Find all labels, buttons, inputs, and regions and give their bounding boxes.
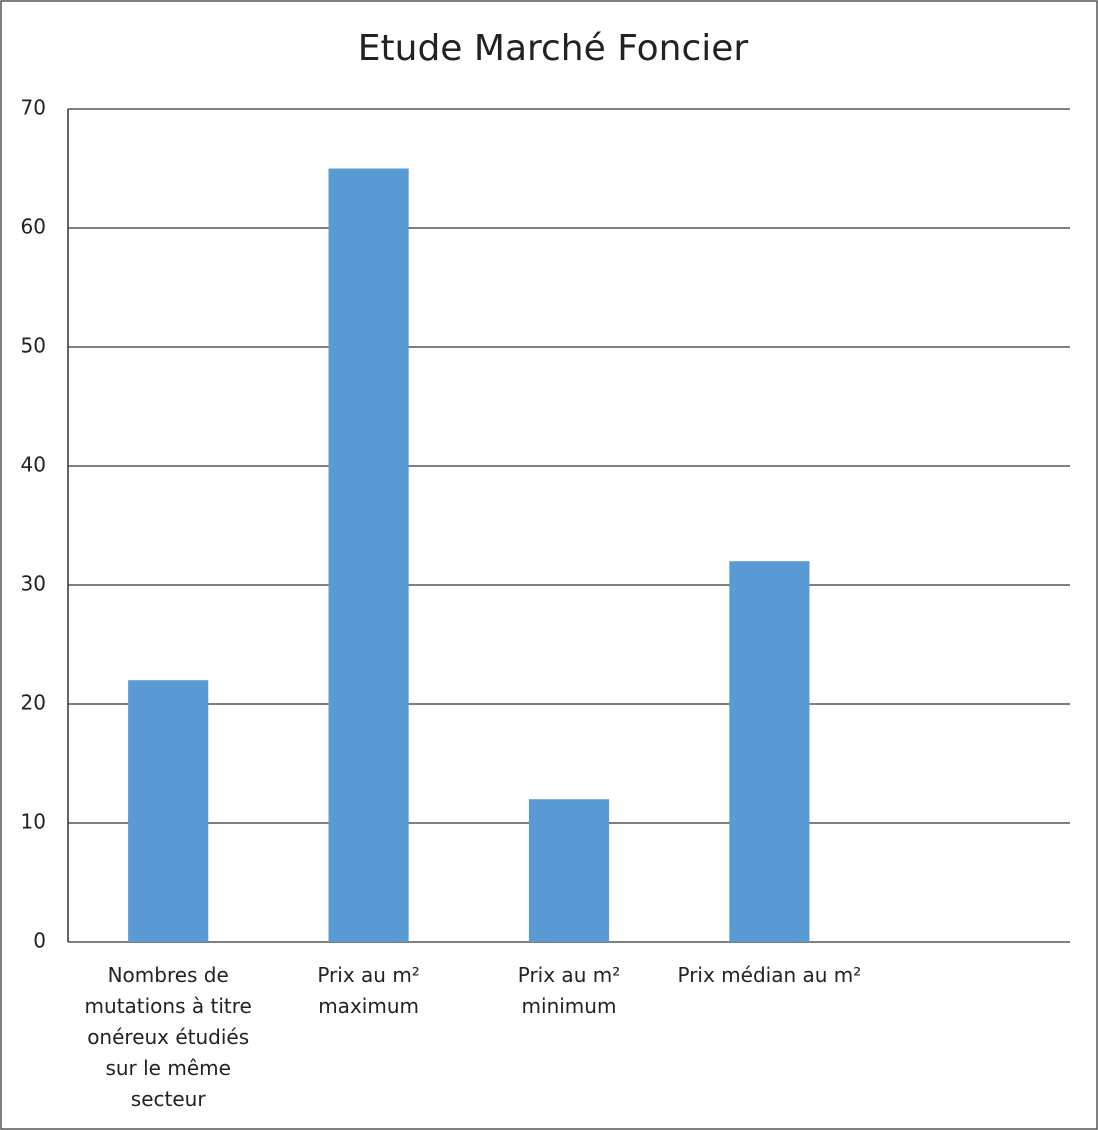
y-tick-label: 10 [21, 810, 46, 834]
bar [729, 561, 810, 942]
x-tick-label: Nombres de mutations à titre onéreux étu… [84, 963, 252, 1111]
x-tick-label: Prix médian au m² [677, 963, 862, 987]
x-tick-label: Prix au m² maximum [317, 963, 420, 1018]
bar [128, 680, 209, 942]
y-tick-label: 0 [33, 929, 46, 953]
chart-title: Etude Marché Foncier [358, 28, 749, 69]
y-tick-label: 70 [21, 96, 46, 120]
y-tick-label: 40 [21, 453, 46, 477]
x-tick-label: Prix au m² minimum [517, 963, 621, 1018]
y-tick-label: 30 [21, 572, 46, 596]
bar [328, 168, 409, 942]
y-tick-label: 60 [21, 215, 46, 239]
y-tick-label: 20 [21, 691, 46, 715]
y-tick-label: 50 [21, 334, 46, 358]
bar [528, 799, 610, 942]
